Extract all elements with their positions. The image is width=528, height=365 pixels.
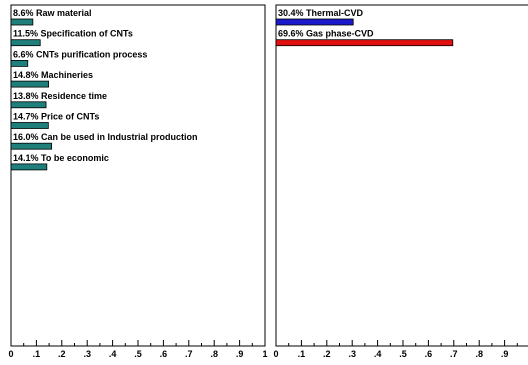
- category-label: 14.1% To be economic: [13, 153, 109, 163]
- x-tick-label: 1: [262, 349, 267, 359]
- bar: [10, 39, 41, 47]
- x-tick-label: .6: [160, 349, 168, 359]
- bar: [10, 142, 53, 150]
- category-label: 14.8% Machineries: [13, 70, 93, 80]
- category-label: 13.8% Residence time: [13, 91, 107, 101]
- x-tick-label: .3: [83, 349, 91, 359]
- x-tick-label: .9: [236, 349, 244, 359]
- x-tick-label: .9: [501, 349, 509, 359]
- bar: [10, 18, 34, 26]
- x-tick-label: .8: [475, 349, 483, 359]
- x-tick-label: .1: [298, 349, 306, 359]
- right-panel: 30.4% Thermal-CVD 69.6% Gas phase-CVD 0 .1.…: [273, 8, 518, 359]
- x-tick-label: .8: [210, 349, 218, 359]
- x-tick-label: .4: [374, 349, 382, 359]
- bar: [275, 18, 354, 26]
- x-tick-label: .7: [450, 349, 458, 359]
- category-label: 30.4% Thermal-CVD: [278, 8, 364, 18]
- category-label: 11.5% Specification of CNTs: [13, 29, 133, 39]
- bar: [275, 39, 454, 47]
- x-tick-label: .2: [58, 349, 66, 359]
- category-label: 69.6% Gas phase-CVD: [278, 29, 374, 39]
- x-tick-label: .1: [33, 349, 41, 359]
- category-label: 6.6% CNTs purification process: [13, 49, 147, 59]
- x-tick-label: .4: [109, 349, 117, 359]
- x-tick-label: 0: [273, 349, 278, 359]
- left-panel: 8.6% Raw material 11.5% Specification of …: [8, 8, 267, 359]
- bar: [10, 60, 29, 67]
- bar: [10, 101, 47, 109]
- x-tick-label: 0: [8, 349, 13, 359]
- category-label: 16.0% Can be used in Industrial producti…: [13, 132, 198, 142]
- x-tick-label: .3: [348, 349, 356, 359]
- x-tick-label: .5: [399, 349, 407, 359]
- x-tick-label: .7: [185, 349, 193, 359]
- category-label: 8.6% Raw material: [13, 8, 92, 18]
- bar: [10, 80, 49, 88]
- x-tick-label: .6: [425, 349, 433, 359]
- x-tick-label: .2: [323, 349, 331, 359]
- bar: [10, 122, 49, 129]
- category-label: 14.7% Price of CNTs: [13, 112, 99, 122]
- bar: [10, 163, 48, 171]
- x-tick-label: .5: [134, 349, 142, 359]
- right-plot-frame: [275, 4, 528, 347]
